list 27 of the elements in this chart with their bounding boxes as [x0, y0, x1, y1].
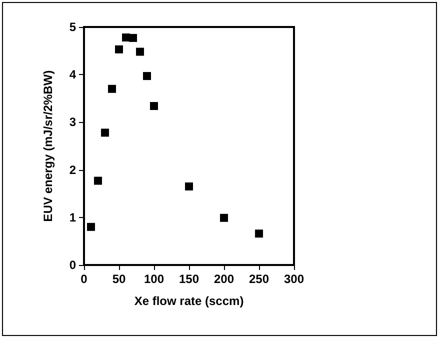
y-tick-label: 1 [69, 210, 76, 224]
point [150, 102, 158, 110]
x-tick-label: 100 [144, 272, 164, 286]
point [185, 182, 193, 190]
y-axis-title: EUV energy (mJ/sr/2%BW) [41, 70, 55, 222]
point [115, 45, 123, 54]
y-tick-label: 3 [69, 115, 76, 130]
point [94, 176, 102, 185]
x-tick-label: 0 [80, 272, 88, 286]
x-tick-label: 250 [248, 272, 270, 286]
x-tick-label: 50 [112, 272, 126, 286]
point [220, 214, 228, 222]
y-tick-label: 0 [69, 258, 76, 272]
point [87, 222, 95, 231]
x-tick-label: 200 [214, 272, 234, 286]
point [136, 48, 144, 56]
point [129, 34, 137, 42]
y-tick-label: 5 [69, 20, 76, 34]
point [108, 84, 116, 93]
x-tick-label: 300 [284, 272, 304, 286]
x-tick-label: 150 [178, 272, 200, 286]
point [101, 128, 109, 137]
y-tick-label: 4 [69, 68, 76, 82]
x-axis-title: Xe flow rate (sccm) [134, 294, 244, 308]
y-tick-label: 2 [69, 162, 76, 177]
point [255, 230, 263, 238]
point [143, 72, 151, 80]
